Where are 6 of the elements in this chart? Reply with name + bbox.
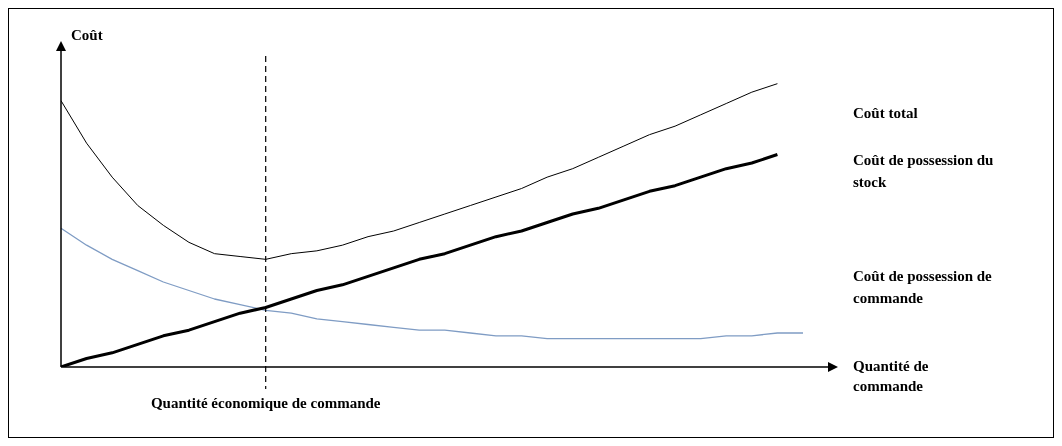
x-axis-title: Quantité de commande (853, 357, 929, 394)
text: Coût total (853, 104, 918, 121)
text: Quantité économique de commande (150, 394, 381, 411)
y-axis-title: Coût (71, 26, 103, 43)
text: Coût de possession du stock (853, 152, 994, 191)
text: Coût de possession de commande (853, 267, 993, 306)
